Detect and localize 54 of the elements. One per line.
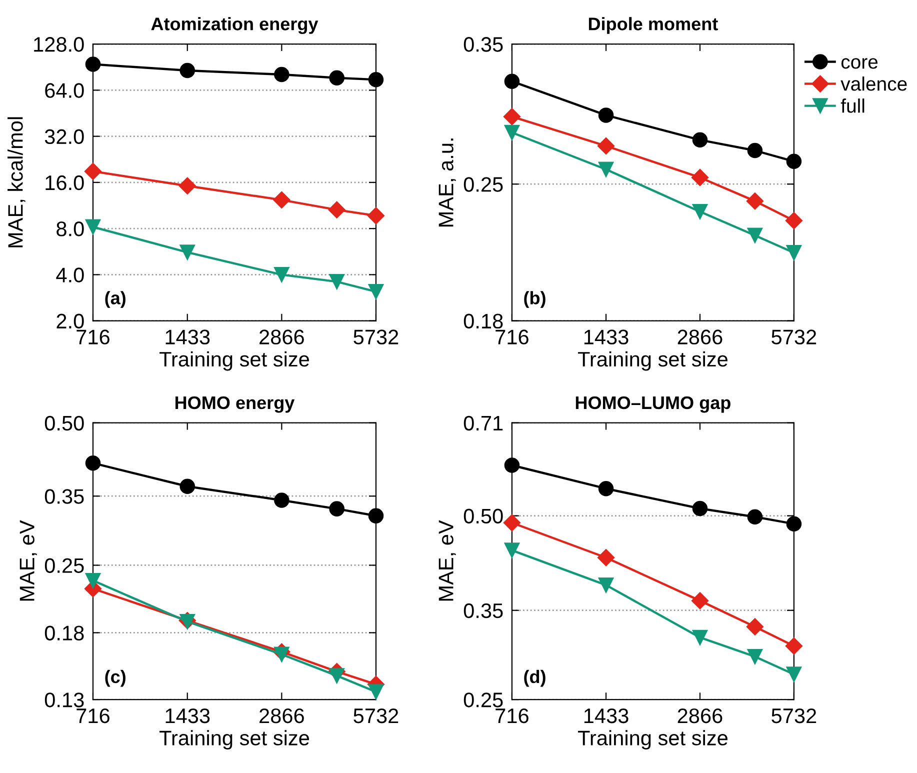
y-tick-label: 0.25 [44,558,84,573]
y-tick-label: 2.0 [56,314,84,329]
x-tick-label: 5732 [772,330,816,344]
legend-label: valence [840,76,907,91]
y-tick-label: 32.0 [44,129,84,144]
y-tick-label: 0.35 [464,603,503,618]
x-axis-title: Training set size [578,351,728,371]
y-tick-label: 0.18 [464,314,503,329]
x-tick-label: 716 [76,330,110,344]
y-tick-label: 0.50 [44,416,84,431]
y-tick-label: 16.0 [46,175,84,190]
annotation: (b) [524,291,546,308]
chart-title: Atomization energy [151,17,318,34]
x-tick-label: 716 [496,708,528,724]
x-axis-title: Training set size [578,730,728,750]
y-tick-label: 0.18 [44,626,84,640]
y-axis-title: MAE, eV [438,520,456,601]
x-tick-label: 2866 [260,708,304,724]
y-axis-title: MAE, kcal/mol [8,117,26,248]
x-tick-label: 2866 [678,708,722,724]
annotation: (a) [105,291,126,308]
y-tick-label: 8.0 [56,222,84,236]
y-tick-label: 0.50 [464,508,503,524]
y-tick-label: 128.0 [34,37,84,52]
y-tick-label: 0.71 [464,416,503,431]
chart-title: HOMO–LUMO gap [576,396,730,413]
y-tick-label: 0.25 [464,692,503,708]
y-tick-label: 0.13 [44,692,84,708]
chart-title: Dipole moment [588,17,718,34]
y-tick-label: 0.35 [464,37,503,52]
x-tick-label: 5732 [354,708,398,724]
x-tick-label: 2866 [678,330,722,344]
x-tick-label: 716 [496,330,528,344]
x-axis-title: Training set size [160,351,310,371]
x-tick-label: 1433 [166,330,210,344]
chart-title: HOMO energy [175,396,295,413]
y-tick-label: 0.25 [464,177,503,192]
annotation: (c) [105,670,126,687]
x-axis-title: Training set size [160,730,310,750]
y-tick-label: 4.0 [56,268,84,282]
legend-label: core [841,58,878,69]
legend-label: full [840,98,864,113]
x-tick-label: 2866 [260,330,304,344]
x-tick-label: 5732 [354,330,398,344]
x-tick-label: 716 [76,708,110,724]
x-tick-label: 1433 [584,330,628,344]
y-tick-label: 0.35 [44,489,84,504]
annotation: (d) [524,670,546,687]
y-axis-title: MAE, eV [20,520,37,601]
x-tick-label: 1433 [166,708,210,724]
y-axis-title: MAE, a.u. [438,138,456,226]
x-tick-label: 1433 [584,708,628,724]
y-tick-label: 64.0 [45,83,84,98]
x-tick-label: 5732 [772,708,816,724]
